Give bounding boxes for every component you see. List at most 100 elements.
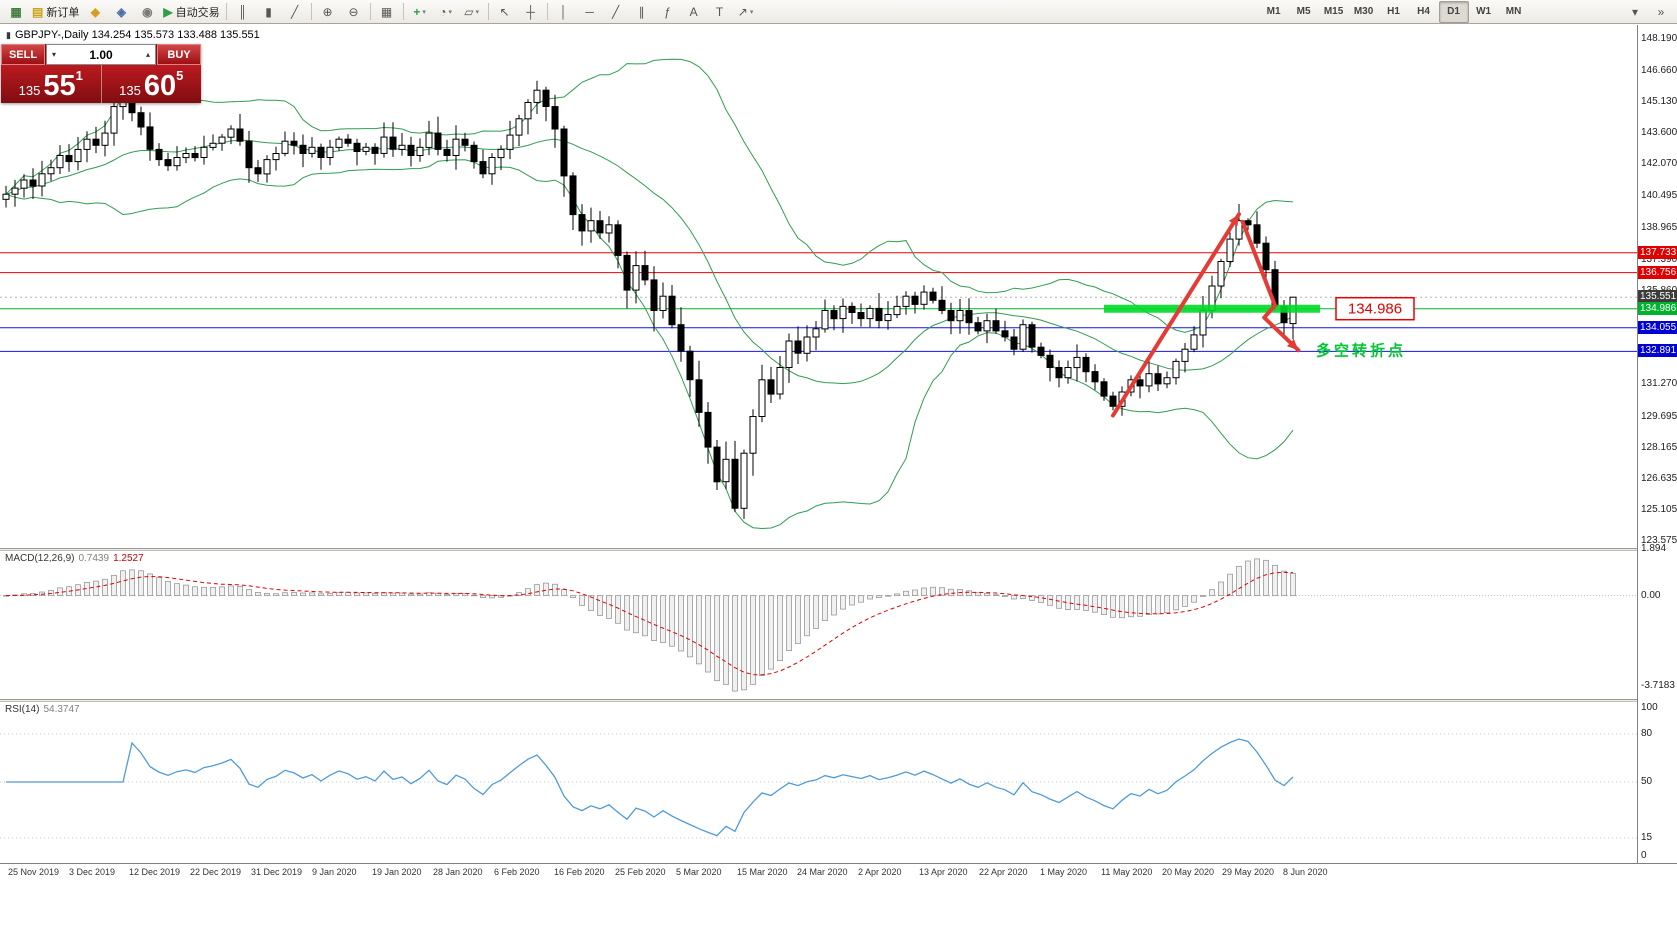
timeframe-m30-button[interactable]: M30 bbox=[1349, 1, 1379, 23]
market-watch-icon[interactable]: ◆ bbox=[82, 1, 108, 23]
time-axis[interactable]: 25 Nov 2019 3 Dec 2019 12 Dec 2019 22 Dec 2… bbox=[0, 863, 1677, 881]
macd-histogram bbox=[3, 558, 1296, 692]
candlestick-chart-icon-glyph: ▮ bbox=[265, 4, 272, 19]
equidistant-channel-icon[interactable]: ∥ bbox=[629, 1, 655, 23]
periods-icon[interactable]: ◔ ▾ bbox=[433, 1, 459, 23]
dropdown-caret-icon: ▾ bbox=[749, 8, 754, 16]
price-tick-label: 140.495 bbox=[1641, 190, 1677, 201]
candlestick-chart-icon[interactable]: ▮ bbox=[256, 1, 282, 23]
price-axis[interactable]: 148.190 146.660 145.130 143.600 142.070 140.4… bbox=[1637, 25, 1677, 863]
indicators-icon[interactable]: + ▾ bbox=[407, 1, 433, 23]
text-label-icon[interactable]: T bbox=[707, 1, 733, 23]
buy-price-button[interactable]: 135 60 5 bbox=[102, 65, 202, 103]
toolbar-collapse-icon[interactable]: ▾ bbox=[1622, 1, 1648, 23]
cursor-icon-glyph: ↖ bbox=[499, 4, 510, 19]
trendline-icon[interactable]: ╱ bbox=[603, 1, 629, 23]
line-chart-icon-glyph: ╱ bbox=[290, 4, 299, 19]
rsi-value: 54.3747 bbox=[43, 704, 80, 715]
timeframe-d1-button[interactable]: D1 bbox=[1438, 0, 1469, 23]
timeframe-m1-button[interactable]: M1 bbox=[1259, 1, 1289, 23]
price-tick-label: 143.600 bbox=[1641, 127, 1677, 138]
price-tick-label: 128.165 bbox=[1641, 442, 1677, 453]
dropdown-caret-icon: ▾ bbox=[422, 8, 426, 16]
timeframe-mn-button[interactable]: MN bbox=[1499, 1, 1529, 23]
timeframe-mn-button-label: MN bbox=[1505, 6, 1522, 17]
rsi-panel[interactable] bbox=[0, 702, 1637, 862]
chart-icon: ▮ bbox=[6, 30, 11, 40]
indicators-icon-glyph: + bbox=[413, 4, 421, 19]
down-trend-arrow[interactable] bbox=[1240, 219, 1301, 353]
sell-button[interactable]: SELL bbox=[1, 44, 45, 65]
turning-point-note: 多空转折点 bbox=[1316, 342, 1406, 360]
date-label: 8 Jun 2020 bbox=[1283, 867, 1328, 877]
dropdown-caret-icon: ▾ bbox=[448, 8, 452, 16]
cursor-icon[interactable]: ↖ bbox=[492, 1, 518, 23]
macd-name: MACD(12,26,9) bbox=[5, 553, 75, 564]
chart-ohlc: 134.254 135.573 133.488 135.551 bbox=[91, 29, 260, 41]
zoom-out-icon[interactable]: ⊖ bbox=[341, 1, 367, 23]
zoom-in-icon[interactable]: ⊕ bbox=[315, 1, 341, 23]
navigator-icon[interactable]: ◉ bbox=[134, 1, 160, 23]
navigator-icon-glyph: ◉ bbox=[142, 4, 153, 19]
annotations[interactable]: 134.986 多空转折点 bbox=[1104, 212, 1415, 418]
volume-value: 1.00 bbox=[89, 47, 113, 62]
autotrading-button-label: 自动交易 bbox=[175, 6, 220, 19]
date-label: 28 Jan 2020 bbox=[433, 867, 483, 877]
crosshair-icon[interactable]: ┼ bbox=[518, 1, 544, 23]
vertical-line-icon[interactable]: │ bbox=[551, 1, 577, 23]
arrows-icon[interactable]: ↗ ▾ bbox=[733, 1, 759, 23]
timeframe-d1-button-label: D1 bbox=[1447, 6, 1460, 17]
trendline-icon-glyph: ╱ bbox=[611, 4, 620, 19]
date-label: 22 Dec 2019 bbox=[190, 867, 242, 877]
market-watch-icon-glyph: ◆ bbox=[90, 4, 100, 19]
crosshair-icon-glyph: ┼ bbox=[526, 4, 535, 19]
trade-panel-prices: 135 55 1 135 60 5 bbox=[1, 65, 201, 103]
timeframe-w1-button[interactable]: W1 bbox=[1469, 1, 1499, 23]
rsi-axis-label: 50 bbox=[1641, 776, 1653, 787]
macd-panel[interactable] bbox=[0, 551, 1637, 699]
down-trend-arrow-head bbox=[1286, 339, 1299, 351]
timeframe-m5-button[interactable]: M5 bbox=[1289, 1, 1319, 23]
price-tick-label: 137.390 bbox=[1641, 254, 1677, 265]
rsi-axis-label: 80 bbox=[1641, 728, 1653, 739]
volume-decrease-button[interactable]: ▾ bbox=[51, 50, 56, 59]
customize-toolbar-icon[interactable]: » bbox=[1648, 1, 1674, 23]
toolbar-sep bbox=[310, 3, 312, 20]
rsi-axis-label: 0 bbox=[1641, 850, 1647, 861]
timeframe-m15-button-label: M15 bbox=[1323, 6, 1344, 17]
sell-price-button[interactable]: 135 55 1 bbox=[1, 65, 101, 103]
autotrading-button[interactable]: ▶ 自动交易 bbox=[160, 1, 222, 23]
price-line-label: 137.733 bbox=[1638, 246, 1677, 259]
horizontal-line-icon[interactable]: ─ bbox=[577, 1, 603, 23]
volume-increase-button[interactable]: ▴ bbox=[145, 50, 150, 59]
tile-windows-icon[interactable]: ▦ bbox=[374, 1, 400, 23]
timeframe-m15-button[interactable]: M15 bbox=[1319, 1, 1349, 23]
panel-splitter[interactable] bbox=[0, 548, 1677, 551]
data-window-icon[interactable]: ◈ bbox=[108, 1, 134, 23]
rsi-indicator-label: RSI(14) 54.3747 bbox=[5, 704, 80, 715]
bollinger-bands bbox=[5, 58, 1294, 530]
price-chart[interactable]: 134.986 多空转折点 bbox=[0, 25, 1637, 548]
line-chart-icon[interactable]: ╱ bbox=[282, 1, 308, 23]
one-click-trading-panel: SELL ▾ 1.00 ▴ BUY 135 55 1 135 60 5 bbox=[1, 44, 201, 103]
up-trend-arrow[interactable] bbox=[1111, 212, 1241, 418]
text-icon[interactable]: A bbox=[681, 1, 707, 23]
volume-field[interactable]: ▾ 1.00 ▴ bbox=[46, 44, 156, 65]
new-chart-icon[interactable]: ▦ bbox=[3, 1, 29, 23]
timeframe-h1-button-label: H1 bbox=[1387, 6, 1400, 17]
buy-button[interactable]: BUY bbox=[157, 44, 201, 65]
templates-icon[interactable]: ▱ ▾ bbox=[459, 1, 485, 23]
fibonacci-icon[interactable]: ƒ bbox=[655, 1, 681, 23]
bar-chart-icon[interactable]: ║ bbox=[230, 1, 256, 23]
bollinger-lower bbox=[5, 159, 1294, 530]
timeframe-h4-button[interactable]: H4 bbox=[1409, 1, 1439, 23]
price-tag-box[interactable] bbox=[1335, 296, 1415, 321]
timeframe-h1-button[interactable]: H1 bbox=[1379, 1, 1409, 23]
new-order-button[interactable]: ▤ 新订单 bbox=[29, 1, 82, 23]
price-tick-label: 131.270 bbox=[1641, 378, 1677, 389]
date-label: 6 Feb 2020 bbox=[494, 867, 540, 877]
arrows-icon-glyph: ↗ bbox=[737, 4, 748, 19]
panel-splitter[interactable] bbox=[0, 699, 1677, 702]
timeframe-h4-button-label: H4 bbox=[1417, 6, 1430, 17]
